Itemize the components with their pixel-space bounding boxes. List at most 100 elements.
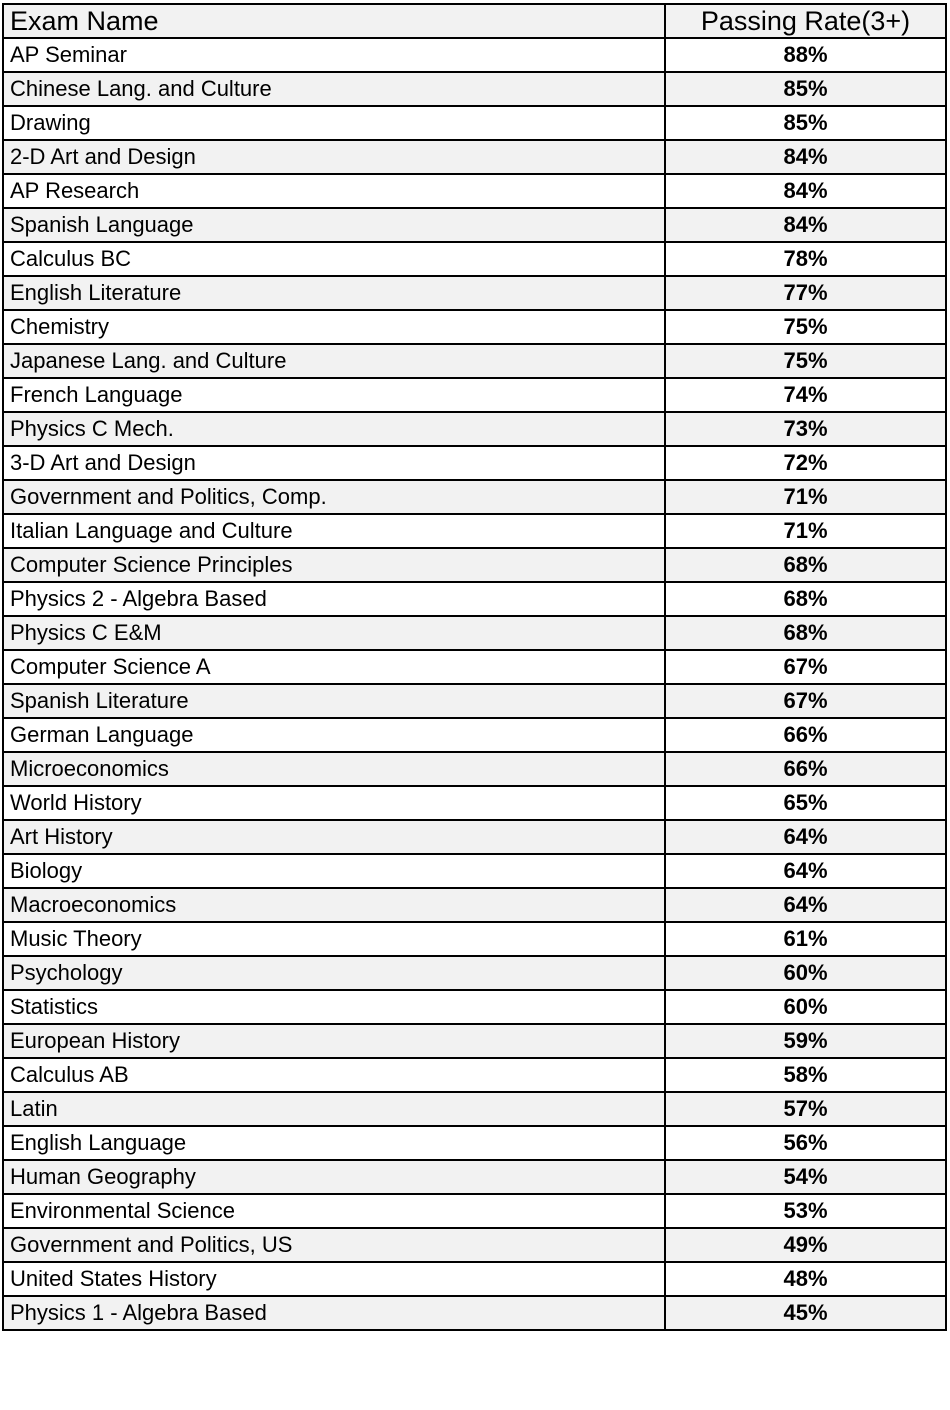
passing-rate-cell: 67% xyxy=(664,649,947,685)
table-row: Music Theory 61% xyxy=(2,921,947,957)
passing-rate-cell: 64% xyxy=(664,853,947,889)
passing-rate-cell: 68% xyxy=(664,547,947,583)
table-row: Microeconomics 66% xyxy=(2,751,947,787)
exam-name-cell: Chemistry xyxy=(2,309,666,345)
exam-name-cell: Japanese Lang. and Culture xyxy=(2,343,666,379)
passing-rate-cell: 77% xyxy=(664,275,947,311)
passing-rate-cell: 88% xyxy=(664,37,947,73)
exam-name-cell: English Language xyxy=(2,1125,666,1161)
passing-rate-cell: 66% xyxy=(664,751,947,787)
exam-name-cell: Psychology xyxy=(2,955,666,991)
exam-name-cell: English Literature xyxy=(2,275,666,311)
passing-rate-cell: 84% xyxy=(664,207,947,243)
passing-rate-cell: 74% xyxy=(664,377,947,413)
exam-name-cell: United States History xyxy=(2,1261,666,1297)
table-row: Psychology 60% xyxy=(2,955,947,991)
exam-name-cell: Physics 1 - Algebra Based xyxy=(2,1295,666,1331)
passing-rate-cell: 60% xyxy=(664,989,947,1025)
table-row: Art History 64% xyxy=(2,819,947,855)
exam-name-cell: Spanish Literature xyxy=(2,683,666,719)
passing-rate-cell: 66% xyxy=(664,717,947,753)
passing-rate-cell: 75% xyxy=(664,309,947,345)
table-row: 3-D Art and Design 72% xyxy=(2,445,947,481)
passing-rate-cell: 75% xyxy=(664,343,947,379)
exam-name-cell: Government and Politics, Comp. xyxy=(2,479,666,515)
passing-rate-cell: 84% xyxy=(664,173,947,209)
passing-rate-cell: 73% xyxy=(664,411,947,447)
table-row: English Literature 77% xyxy=(2,275,947,311)
table-row: Drawing 85% xyxy=(2,105,947,141)
table-row: Spanish Literature 67% xyxy=(2,683,947,719)
exam-name-cell: Human Geography xyxy=(2,1159,666,1195)
passing-rate-cell: 60% xyxy=(664,955,947,991)
exam-name-cell: 3-D Art and Design xyxy=(2,445,666,481)
exam-name-cell: AP Research xyxy=(2,173,666,209)
exam-name-cell: German Language xyxy=(2,717,666,753)
table-row: Spanish Language 84% xyxy=(2,207,947,243)
passing-rate-cell: 67% xyxy=(664,683,947,719)
passing-rate-cell: 58% xyxy=(664,1057,947,1093)
passing-rate-cell: 61% xyxy=(664,921,947,957)
table-row: Physics C Mech. 73% xyxy=(2,411,947,447)
table-row: Latin 57% xyxy=(2,1091,947,1127)
table-row: Chemistry 75% xyxy=(2,309,947,345)
exam-name-cell: Art History xyxy=(2,819,666,855)
passing-rate-cell: 68% xyxy=(664,581,947,617)
table-row: Environmental Science 53% xyxy=(2,1193,947,1229)
table-row: Human Geography 54% xyxy=(2,1159,947,1195)
passing-rate-cell: 56% xyxy=(664,1125,947,1161)
passing-rate-cell: 85% xyxy=(664,105,947,141)
table-row: Italian Language and Culture 71% xyxy=(2,513,947,549)
table-row: Calculus BC 78% xyxy=(2,241,947,277)
passing-rate-cell: 53% xyxy=(664,1193,947,1229)
table-row: Physics C E&M 68% xyxy=(2,615,947,651)
passing-rate-cell: 49% xyxy=(664,1227,947,1263)
exam-name-cell: Latin xyxy=(2,1091,666,1127)
header-row: Exam Name Passing Rate(3+) xyxy=(2,3,947,39)
exam-name-cell: Chinese Lang. and Culture xyxy=(2,71,666,107)
exam-name-cell: Computer Science Principles xyxy=(2,547,666,583)
exam-name-cell: AP Seminar xyxy=(2,37,666,73)
table-row: Physics 2 - Algebra Based 68% xyxy=(2,581,947,617)
exam-passing-rate-table: Exam Name Passing Rate(3+) AP Seminar 88%… xyxy=(2,3,947,1331)
passing-rate-cell: 59% xyxy=(664,1023,947,1059)
table-row: Government and Politics, Comp. 71% xyxy=(2,479,947,515)
passing-rate-cell: 57% xyxy=(664,1091,947,1127)
passing-rate-cell: 71% xyxy=(664,479,947,515)
table-row: European History 59% xyxy=(2,1023,947,1059)
table-row: French Language 74% xyxy=(2,377,947,413)
passing-rate-cell: 85% xyxy=(664,71,947,107)
table-row: Computer Science A 67% xyxy=(2,649,947,685)
table-row: Computer Science Principles 68% xyxy=(2,547,947,583)
exam-name-cell: French Language xyxy=(2,377,666,413)
header-passing-rate: Passing Rate(3+) xyxy=(664,3,947,39)
table-row: AP Research 84% xyxy=(2,173,947,209)
exam-name-cell: Drawing xyxy=(2,105,666,141)
exam-name-cell: Calculus AB xyxy=(2,1057,666,1093)
passing-rate-cell: 84% xyxy=(664,139,947,175)
exam-name-cell: Italian Language and Culture xyxy=(2,513,666,549)
exam-name-cell: Statistics xyxy=(2,989,666,1025)
exam-name-cell: Computer Science A xyxy=(2,649,666,685)
exam-name-cell: Physics 2 - Algebra Based xyxy=(2,581,666,617)
header-exam-name: Exam Name xyxy=(2,3,666,39)
table-row: English Language 56% xyxy=(2,1125,947,1161)
table-row: Biology 64% xyxy=(2,853,947,889)
exam-name-cell: Government and Politics, US xyxy=(2,1227,666,1263)
table-row: 2-D Art and Design 84% xyxy=(2,139,947,175)
exam-name-cell: Spanish Language xyxy=(2,207,666,243)
table-row: Government and Politics, US 49% xyxy=(2,1227,947,1263)
table-row: World History 65% xyxy=(2,785,947,821)
exam-name-cell: World History xyxy=(2,785,666,821)
table-row: Physics 1 - Algebra Based 45% xyxy=(2,1295,947,1331)
passing-rate-cell: 64% xyxy=(664,887,947,923)
exam-name-cell: Physics C E&M xyxy=(2,615,666,651)
exam-name-cell: Macroeconomics xyxy=(2,887,666,923)
exam-name-cell: Music Theory xyxy=(2,921,666,957)
exam-name-cell: Biology xyxy=(2,853,666,889)
table-row: Macroeconomics 64% xyxy=(2,887,947,923)
table-row: Calculus AB 58% xyxy=(2,1057,947,1093)
passing-rate-cell: 54% xyxy=(664,1159,947,1195)
table-row: AP Seminar 88% xyxy=(2,37,947,73)
passing-rate-cell: 65% xyxy=(664,785,947,821)
